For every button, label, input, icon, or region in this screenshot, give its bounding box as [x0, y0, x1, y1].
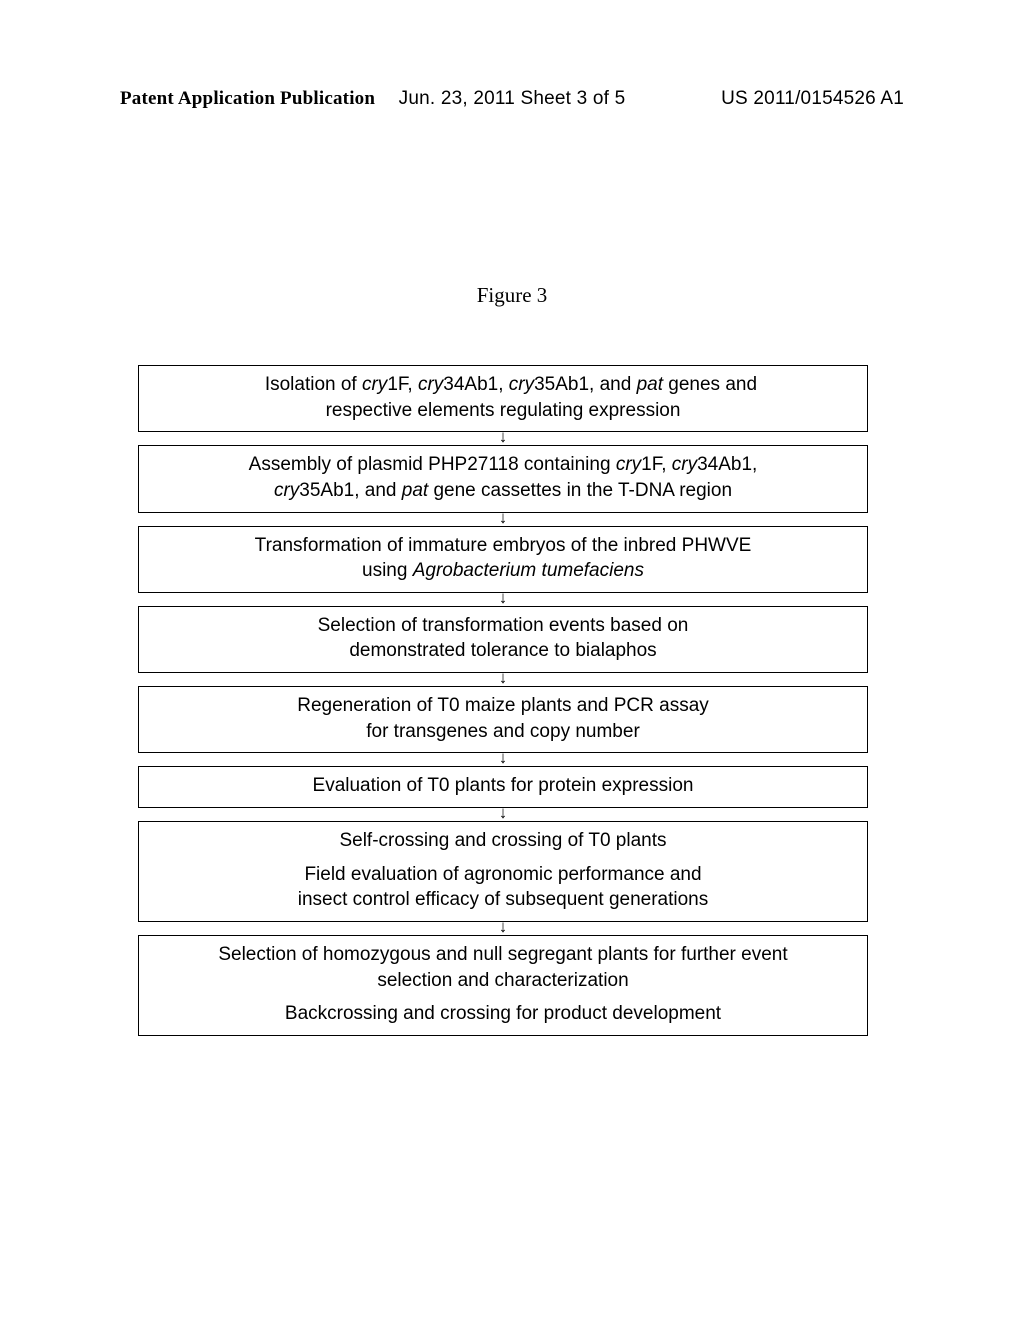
down-arrow-icon: ↓ — [138, 922, 868, 935]
flow-box: Selection of homozygous and null segrega… — [138, 935, 868, 1036]
flow-box-line: for transgenes and copy number — [157, 719, 849, 745]
text-segment: cry — [509, 374, 534, 395]
text-segment: Backcrossing and crossing for product de… — [285, 1003, 721, 1024]
text-segment: 35Ab1, and — [534, 374, 636, 395]
figure-title: Figure 3 — [477, 283, 548, 308]
text-segment: selection and characterization — [377, 970, 628, 991]
arrow-glyph: ↓ — [499, 804, 508, 821]
arrow-glyph: ↓ — [499, 918, 508, 935]
flow-box-line: respective elements regulating expressio… — [157, 398, 849, 424]
page: Patent Application Publication Jun. 23, … — [0, 0, 1024, 1320]
flow-box-line: Selection of transformation events based… — [157, 613, 849, 639]
flow-box-line: selection and characterization — [157, 968, 849, 994]
flow-box-line: demonstrated tolerance to bialaphos — [157, 638, 849, 664]
header-center: Jun. 23, 2011 Sheet 3 of 5 — [399, 88, 626, 110]
text-segment: insect control efficacy of subsequent ge… — [298, 889, 709, 910]
text-segment: 34Ab1, — [443, 374, 509, 395]
arrow-glyph: ↓ — [499, 428, 508, 445]
flow-box-line: Assembly of plasmid PHP27118 containing … — [157, 452, 849, 478]
flow-box-line: Self-crossing and crossing of T0 plants — [157, 828, 849, 854]
text-segment: Evaluation of T0 plants for protein expr… — [313, 775, 694, 796]
text-segment: Transformation of immature embryos of th… — [255, 535, 752, 556]
flow-box-line: cry35Ab1, and pat gene cassettes in the … — [157, 478, 849, 504]
text-segment: cry — [616, 454, 641, 475]
header-left: Patent Application Publication — [120, 88, 375, 110]
text-segment: cry — [274, 480, 299, 501]
flow-box-line: Field evaluation of agronomic performanc… — [157, 862, 849, 888]
text-segment: using — [362, 560, 413, 581]
flow-box-line: insect control efficacy of subsequent ge… — [157, 887, 849, 913]
down-arrow-icon: ↓ — [138, 753, 868, 766]
text-segment: Selection of transformation events based… — [318, 615, 689, 636]
text-segment: 34Ab1, — [697, 454, 757, 475]
flow-box-line: using Agrobacterium tumefaciens — [157, 558, 849, 584]
spacer — [157, 854, 849, 862]
down-arrow-icon: ↓ — [138, 673, 868, 686]
flow-box: Selection of transformation events based… — [138, 606, 868, 673]
text-segment: 35Ab1, and — [299, 480, 401, 501]
flow-box: Regeneration of T0 maize plants and PCR … — [138, 686, 868, 753]
text-segment: Selection of homozygous and null segrega… — [218, 944, 787, 965]
flow-box: Evaluation of T0 plants for protein expr… — [138, 766, 868, 808]
text-segment: Field evaluation of agronomic performanc… — [304, 864, 701, 885]
arrow-glyph: ↓ — [499, 749, 508, 766]
text-segment: pat — [402, 480, 428, 501]
text-segment: genes and — [663, 374, 757, 395]
text-segment: cry — [362, 374, 387, 395]
text-segment: demonstrated tolerance to bialaphos — [349, 640, 656, 661]
text-segment: cry — [418, 374, 443, 395]
flow-box: Assembly of plasmid PHP27118 containing … — [138, 445, 868, 512]
flow-box-line: Evaluation of T0 plants for protein expr… — [157, 773, 849, 799]
flow-box: Isolation of cry1F, cry34Ab1, cry35Ab1, … — [138, 365, 868, 432]
text-segment — [249, 374, 265, 395]
text-segment: gene cassettes in the T-DNA region — [428, 480, 732, 501]
flow-box-line: Backcrossing and crossing for product de… — [157, 1001, 849, 1027]
arrow-glyph: ↓ — [499, 669, 508, 686]
down-arrow-icon: ↓ — [138, 513, 868, 526]
spacer — [157, 993, 849, 1001]
flow-box: Transformation of immature embryos of th… — [138, 526, 868, 593]
flow-box-line: Regeneration of T0 maize plants and PCR … — [157, 693, 849, 719]
down-arrow-icon: ↓ — [138, 593, 868, 606]
text-segment: for transgenes and copy number — [366, 721, 640, 742]
flow-box: Self-crossing and crossing of T0 plants F… — [138, 821, 868, 922]
flow-box-line: Selection of homozygous and null segrega… — [157, 942, 849, 968]
text-segment: 1F, — [387, 374, 418, 395]
flowchart: Isolation of cry1F, cry34Ab1, cry35Ab1, … — [138, 365, 868, 1036]
text-segment: Self-crossing and crossing of T0 plants — [339, 830, 666, 851]
text-segment: pat — [637, 374, 663, 395]
text-segment: 1F, — [641, 454, 672, 475]
down-arrow-icon: ↓ — [138, 432, 868, 445]
header-right: US 2011/0154526 A1 — [721, 88, 904, 110]
text-segment: cry — [672, 454, 697, 475]
flow-box-line: Transformation of immature embryos of th… — [157, 533, 849, 559]
arrow-glyph: ↓ — [499, 589, 508, 606]
text-segment: Agrobacterium tumefaciens — [413, 560, 644, 581]
text-segment: respective elements regulating expressio… — [326, 400, 681, 421]
flow-box-line: Isolation of cry1F, cry34Ab1, cry35Ab1, … — [157, 372, 849, 398]
text-segment: Regeneration of T0 maize plants and PCR … — [297, 695, 709, 716]
arrow-glyph: ↓ — [499, 509, 508, 526]
down-arrow-icon: ↓ — [138, 808, 868, 821]
text-segment: Assembly of plasmid PHP27118 containing — [249, 454, 616, 475]
text-segment: Isolation of — [265, 374, 362, 395]
